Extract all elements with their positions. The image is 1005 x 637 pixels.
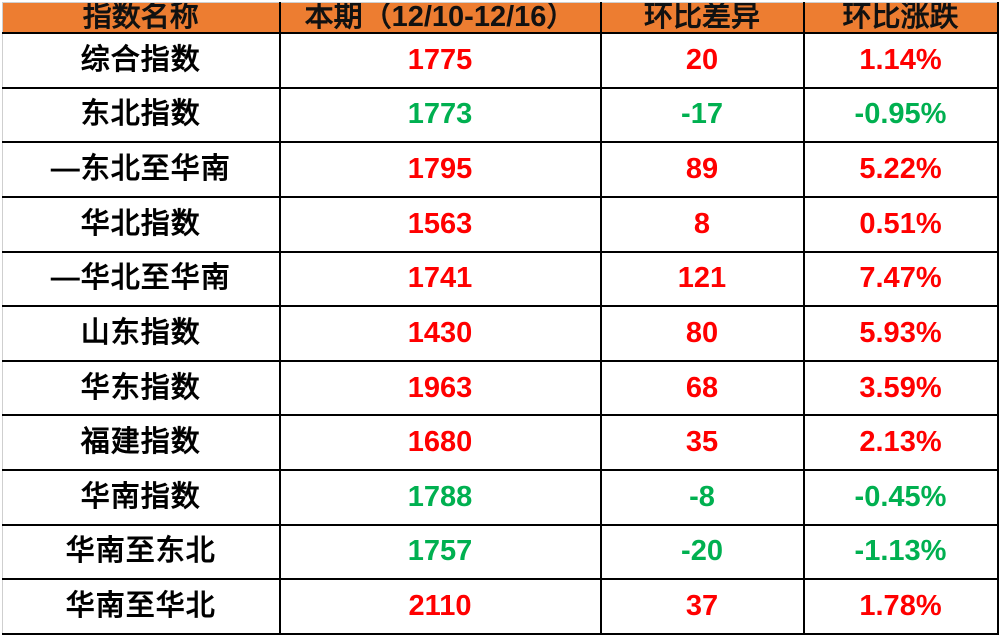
diff-value-cell: 68 [599, 359, 805, 417]
index-name-cell: —华北至华南 [2, 250, 281, 308]
diff-value-cell: 121 [599, 250, 805, 308]
diff-value-cell: 37 [599, 578, 805, 635]
current-value-cell: 1773 [278, 86, 602, 144]
diff-value-cell: 8 [599, 195, 805, 253]
current-value-cell: 1563 [278, 195, 602, 253]
table-row: 福建指数 1680 35 2.13% [2, 414, 999, 471]
change-percent-cell: 1.78% [802, 578, 999, 635]
table-row: 山东指数 1430 80 5.93% [2, 305, 999, 362]
current-value-cell: 1430 [278, 305, 602, 362]
index-name-cell: 福建指数 [2, 414, 281, 471]
diff-value-cell: -17 [599, 86, 805, 144]
index-name-cell: 华南指数 [2, 469, 281, 526]
index-name-cell: —东北至华南 [2, 141, 281, 198]
change-percent-cell: 5.22% [802, 141, 999, 198]
table-row: 综合指数 1775 20 1.14% [2, 32, 999, 89]
diff-value-cell: 35 [599, 414, 805, 471]
current-value-cell: 1775 [278, 32, 602, 89]
index-name-cell: 综合指数 [2, 32, 281, 89]
current-value-cell: 1757 [278, 523, 602, 581]
change-percent-cell: 5.93% [802, 305, 999, 362]
col-header-current-period: 本期（12/10-12/16） [278, 2, 602, 34]
current-value-cell: 1795 [278, 141, 602, 198]
index-name-cell: 华南至华北 [2, 578, 281, 635]
change-percent-cell: -0.45% [802, 469, 999, 526]
diff-value-cell: 89 [599, 141, 805, 198]
table-row: —华北至华南 1741 121 7.47% [2, 250, 999, 308]
change-percent-cell: -0.95% [802, 86, 999, 144]
col-header-diff: 环比差异 [599, 2, 805, 34]
diff-value-cell: 80 [599, 305, 805, 362]
diff-value-cell: -8 [599, 469, 805, 526]
header-row: 指数名称 本期（12/10-12/16） 环比差异 环比涨跌 [2, 2, 999, 34]
table-row: 华东指数 1963 68 3.59% [2, 359, 999, 417]
col-header-index-name: 指数名称 [2, 2, 281, 34]
col-header-change: 环比涨跌 [802, 2, 999, 34]
change-percent-cell: -1.13% [802, 523, 999, 581]
index-name-cell: 山东指数 [2, 305, 281, 362]
index-name-cell: 东北指数 [2, 86, 281, 144]
current-value-cell: 1680 [278, 414, 602, 471]
change-percent-cell: 7.47% [802, 250, 999, 308]
table-row: 华北指数 1563 8 0.51% [2, 195, 999, 253]
diff-value-cell: -20 [599, 523, 805, 581]
index-name-cell: 华北指数 [2, 195, 281, 253]
change-percent-cell: 1.14% [802, 32, 999, 89]
current-value-cell: 1788 [278, 469, 602, 526]
table-row: 东北指数 1773 -17 -0.95% [2, 86, 999, 144]
diff-value-cell: 20 [599, 32, 805, 89]
table-row: 华南至华北 2110 37 1.78% [2, 578, 999, 635]
change-percent-cell: 3.59% [802, 359, 999, 417]
table-row: 华南至东北 1757 -20 -1.13% [2, 523, 999, 581]
change-percent-cell: 0.51% [802, 195, 999, 253]
current-value-cell: 1741 [278, 250, 602, 308]
index-name-cell: 华南至东北 [2, 523, 281, 581]
table-row: 华南指数 1788 -8 -0.45% [2, 469, 999, 526]
current-value-cell: 1963 [278, 359, 602, 417]
change-percent-cell: 2.13% [802, 414, 999, 471]
current-value-cell: 2110 [278, 578, 602, 635]
table-row: —东北至华南 1795 89 5.22% [2, 141, 999, 198]
index-name-cell: 华东指数 [2, 359, 281, 417]
